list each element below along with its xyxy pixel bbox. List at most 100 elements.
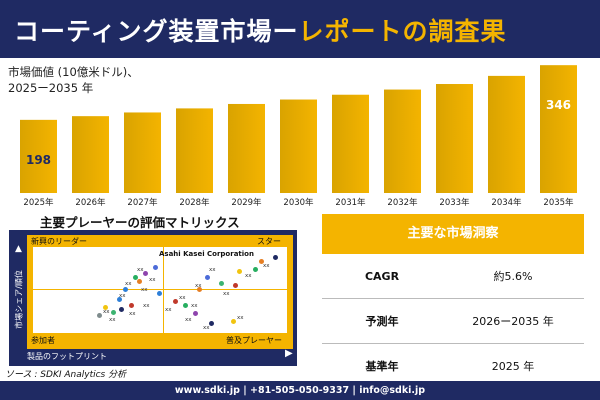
row-value: 約5.6% — [493, 270, 533, 283]
table-title: 主要な市場洞察 — [322, 214, 584, 254]
matrix-point-label: xx — [179, 295, 186, 301]
matrix-point — [197, 287, 202, 292]
matrix-point-label: xx — [245, 273, 252, 279]
matrix-point-label: xx — [237, 315, 244, 321]
evaluation-matrix: ▲ 市場シェア/順位 新興のリーダー スター 参加者 普及プレーヤー Asahi… — [9, 230, 297, 366]
bar-data-label: 346 — [546, 98, 571, 112]
bar-2031年 — [332, 94, 369, 193]
matrix-title: 主要プレーヤーの評価マトリックス — [40, 215, 240, 230]
x-tick-label: 2025年 — [23, 197, 54, 208]
matrix-point-label: xx — [137, 267, 144, 273]
matrix-point-label: xx — [125, 281, 132, 287]
market-value-line1: 市場価値 (10億米ドル)、 — [8, 65, 139, 79]
title-main: コーティング装置市場ー — [14, 17, 299, 46]
x-tick-label: 2029年 — [231, 197, 262, 208]
quadrant-top-left-label: 新興のリーダー — [31, 237, 87, 246]
matrix-point — [231, 319, 236, 324]
matrix-point — [143, 271, 148, 276]
table-row: 予測年 2026ー2035 年 — [322, 299, 584, 344]
row-value: 2026ー2035 年 — [472, 315, 554, 328]
x-tick-label: 2032年 — [387, 197, 418, 208]
market-value-line2: 2025ー2035 年 — [8, 81, 94, 95]
bar-data-label: 198 — [26, 153, 51, 167]
matrix-point — [119, 307, 124, 312]
matrix-point — [123, 287, 128, 292]
highlight-company-label: Asahi Kasei Corporation — [159, 250, 254, 258]
source-note: ソース : SDKI Analytics 分析 — [5, 370, 127, 380]
matrix-point — [219, 281, 224, 286]
row-key: 予測年 — [365, 315, 399, 328]
matrix-point — [233, 283, 238, 288]
market-value-label: 市場価値 (10億米ドル)、 2025ー2035 年 — [8, 64, 139, 96]
matrix-point — [153, 265, 158, 270]
matrix-point — [273, 255, 278, 260]
matrix-point-label: xx — [223, 291, 230, 297]
matrix-point-label: xx — [185, 317, 192, 323]
x-arrow-icon: ▶ — [285, 348, 293, 359]
x-axis-label: 製品のフットプリント — [27, 352, 107, 361]
matrix-point — [193, 311, 198, 316]
matrix-point — [237, 269, 242, 274]
quadrant-bottom-left-label: 参加者 — [31, 336, 55, 345]
row-key: CAGR — [364, 269, 400, 283]
matrix-point-label: xx — [263, 263, 270, 269]
matrix-point-label: xx — [149, 277, 156, 283]
row-value: 2025 年 — [491, 360, 535, 373]
matrix-point — [103, 305, 108, 310]
table-row: CAGR 約5.6% — [322, 254, 584, 299]
matrix-point-label: xx — [143, 303, 150, 309]
x-tick-label: 2030年 — [283, 197, 314, 208]
matrix-point — [205, 275, 210, 280]
bar-2025年 — [20, 119, 57, 193]
x-tick-label: 2028年 — [179, 197, 210, 208]
bar-2035年 — [540, 65, 577, 193]
matrix-plot-area: Asahi Kasei Corporation xx xx xx xx xx xx xx xx… — [33, 247, 287, 333]
bar-2034年 — [488, 75, 525, 193]
matrix-point — [111, 310, 116, 315]
title-accent: レポートの調査果 — [298, 17, 507, 46]
x-tick-label: 2034年 — [491, 197, 522, 208]
matrix-point — [137, 279, 142, 284]
matrix-point — [157, 291, 162, 296]
matrix-point-label: xx — [191, 303, 198, 309]
x-tick-label: 2033年 — [439, 197, 470, 208]
bar-2029年 — [228, 103, 265, 193]
bar-2030年 — [280, 99, 317, 193]
matrix-point — [129, 303, 134, 308]
market-bar-chart: 2025年 2026年 2027年 2028年 2029年 2030年 2031年 2032年… — [20, 65, 577, 208]
matrix-point — [133, 275, 138, 280]
quadrant-bottom-right-label: 普及プレーヤー — [226, 336, 282, 345]
matrix-point — [209, 321, 214, 326]
matrix-point — [117, 297, 122, 302]
matrix-point-label: xx — [203, 325, 210, 331]
bar-2027年 — [124, 112, 161, 193]
bar-2028年 — [176, 108, 213, 193]
matrix-frame: 新興のリーダー スター 参加者 普及プレーヤー Asahi Kasei Corp… — [27, 235, 293, 349]
y-arrow-icon: ▲ — [15, 244, 22, 254]
matrix-point-label: xx — [195, 283, 202, 289]
matrix-point — [173, 299, 178, 304]
matrix-point-label: xx — [103, 309, 110, 315]
bar-2032年 — [384, 89, 421, 193]
x-tick-label: 2031年 — [335, 197, 366, 208]
x-tick-label: 2027年 — [127, 197, 158, 208]
matrix-point-label: xx — [165, 307, 172, 313]
report-header: コーティング装置市場ーレポートの調査果 — [0, 0, 600, 58]
matrix-point — [97, 313, 102, 318]
x-tick-label: 2026年 — [75, 197, 106, 208]
matrix-vertical-divider — [163, 247, 164, 333]
matrix-point-label: xx — [129, 311, 136, 317]
matrix-point — [183, 303, 188, 308]
matrix-point-label: xx — [141, 287, 148, 293]
quadrant-top-right-label: スター — [257, 237, 281, 246]
matrix-y-axis: ▲ 市場シェア/順位 — [11, 244, 25, 350]
y-axis-label: 市場シェア/順位 — [14, 270, 24, 329]
matrix-point-label: xx — [109, 317, 116, 323]
bar-2026年 — [72, 116, 109, 193]
page-title: コーティング装置市場ーレポートの調査果 — [14, 12, 507, 48]
market-insights-table: 主要な市場洞察 CAGR 約5.6% 予測年 2026ー2035 年 基準年 2… — [322, 214, 584, 389]
row-key: 基準年 — [365, 360, 399, 373]
x-tick-label: 2035年 — [543, 197, 574, 208]
bar-2033年 — [436, 84, 473, 193]
matrix-point — [259, 259, 264, 264]
